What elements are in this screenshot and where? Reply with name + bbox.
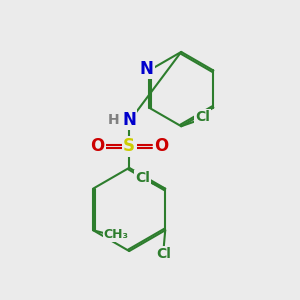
Text: N: N [140, 60, 154, 78]
Text: Cl: Cl [156, 247, 171, 261]
Text: S: S [123, 137, 135, 155]
Text: Cl: Cl [136, 171, 150, 185]
Text: Cl: Cl [195, 110, 210, 124]
Text: O: O [90, 137, 104, 155]
Text: N: N [122, 111, 136, 129]
Text: CH₃: CH₃ [104, 228, 129, 241]
Text: O: O [154, 137, 168, 155]
Text: H: H [108, 113, 120, 127]
